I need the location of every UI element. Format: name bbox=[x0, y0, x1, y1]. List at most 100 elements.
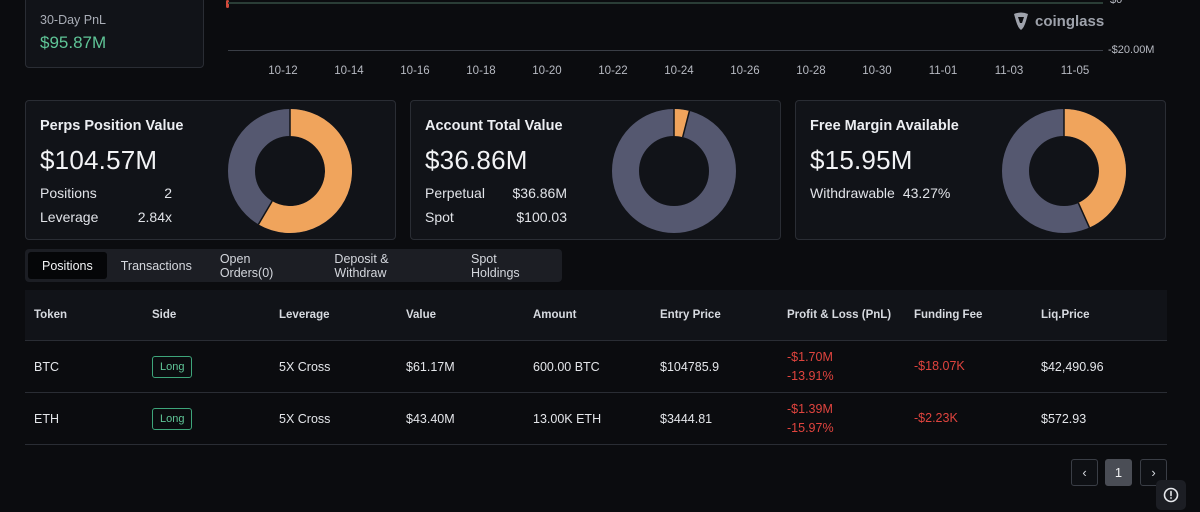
row-amount: 600.00 BTC bbox=[533, 359, 600, 374]
header-amount: Amount bbox=[533, 309, 577, 321]
donut-slice-primary bbox=[258, 109, 352, 233]
support-button[interactable] bbox=[1156, 480, 1186, 510]
table-row[interactable]: BTC Long 5X Cross $61.17M 600.00 BTC $10… bbox=[25, 341, 1167, 393]
row-side-cell: Long bbox=[152, 407, 279, 430]
account-perpetual-label: Perpetual bbox=[425, 185, 485, 201]
free-margin-card: Free Margin Available $15.95M Withdrawab… bbox=[795, 100, 1166, 240]
chart-marker bbox=[226, 0, 229, 8]
positions-table: Token Side Leverage Value Amount Entry P… bbox=[25, 290, 1167, 445]
chart-x-tick: 10-26 bbox=[730, 65, 760, 77]
margin-withdrawable-label: Withdrawable bbox=[810, 185, 895, 201]
chevron-right-icon: › bbox=[1151, 465, 1156, 480]
chart-x-tick: 10-12 bbox=[268, 65, 298, 77]
pagination-page-1[interactable]: 1 bbox=[1105, 459, 1132, 486]
header-pnl: Profit & Loss (PnL) bbox=[787, 309, 892, 321]
chart-x-tick: 10-28 bbox=[796, 65, 826, 77]
row-pnl-cell: -$1.39M -15.97% bbox=[787, 400, 914, 438]
row-entry-price: $104785.9 bbox=[660, 359, 720, 374]
row-funding-fee: -$2.23K bbox=[914, 411, 958, 425]
tab-transactions[interactable]: Transactions bbox=[120, 258, 192, 273]
chart-x-tick: 10-22 bbox=[598, 65, 628, 77]
margin-title: Free Margin Available bbox=[810, 118, 959, 134]
chart-zero-line bbox=[228, 2, 1103, 4]
chart-x-tick: 10-20 bbox=[532, 65, 562, 77]
perps-value: $104.57M bbox=[40, 145, 158, 175]
perps-position-card: Perps Position Value $104.57M Positions … bbox=[25, 100, 396, 240]
margin-donut-chart bbox=[1002, 109, 1126, 233]
perps-title: Perps Position Value bbox=[40, 118, 184, 134]
side-badge: Long bbox=[152, 407, 193, 430]
coinglass-watermark: coinglass bbox=[1011, 11, 1104, 31]
header-funding-fee: Funding Fee bbox=[914, 309, 983, 321]
header-liq-price: Liq.Price bbox=[1041, 309, 1090, 321]
chart-x-tick: 10-30 bbox=[862, 65, 892, 77]
row-liq-price: $572.93 bbox=[1041, 411, 1087, 426]
alert-clock-icon bbox=[1163, 487, 1179, 503]
donut-slice-primary bbox=[1064, 109, 1126, 228]
chart-x-tick: 10-18 bbox=[466, 65, 496, 77]
tab-spot-holdings[interactable]: Spot Holdings bbox=[471, 251, 520, 280]
row-amount: 13.00K ETH bbox=[533, 411, 602, 426]
coinglass-logo-icon bbox=[1014, 12, 1028, 30]
row-pnl-pct: -13.91% bbox=[787, 368, 834, 383]
perps-leverage-row: Leverage 2.84x bbox=[40, 209, 172, 225]
tab-positions[interactable]: Positions bbox=[28, 252, 107, 279]
chevron-left-icon: ‹ bbox=[1082, 465, 1087, 480]
header-leverage: Leverage bbox=[279, 309, 330, 321]
margin-value: $15.95M bbox=[810, 145, 913, 175]
account-title: Account Total Value bbox=[425, 118, 563, 134]
row-pnl-pct: -15.97% bbox=[787, 420, 834, 435]
account-total-card: Account Total Value $36.86M Perpetual $3… bbox=[410, 100, 781, 240]
header-entry-price: Entry Price bbox=[660, 309, 721, 321]
account-perpetual-row: Perpetual $36.86M bbox=[425, 185, 567, 201]
row-liq-price: $42,490.96 bbox=[1041, 359, 1104, 374]
perps-positions-label: Positions bbox=[40, 185, 97, 201]
row-entry-price: $3444.81 bbox=[660, 411, 713, 426]
margin-withdrawable-row: Withdrawable 43.27% bbox=[810, 185, 1010, 201]
tab-open-orders[interactable]: Open Orders(0) bbox=[219, 251, 274, 280]
account-perpetual-value: $36.86M bbox=[512, 185, 567, 201]
row-pnl: -$1.39M bbox=[787, 401, 833, 416]
perps-leverage-label: Leverage bbox=[40, 209, 99, 225]
header-side: Side bbox=[152, 309, 177, 321]
account-spot-value: $100.03 bbox=[516, 209, 567, 225]
chart-x-tick: 11-05 bbox=[1060, 65, 1090, 77]
chart-x-axis bbox=[228, 50, 1103, 51]
row-funding-fee: -$18.07K bbox=[914, 359, 965, 373]
positions-tab-bar: Positions Transactions Open Orders(0) De… bbox=[25, 249, 562, 282]
coinglass-wordmark: coinglass bbox=[1035, 12, 1105, 30]
chart-x-tick: 10-16 bbox=[400, 65, 430, 77]
donut-slice-other bbox=[612, 109, 736, 233]
account-donut-chart bbox=[612, 109, 736, 233]
row-leverage: 5X Cross bbox=[279, 359, 331, 374]
donut-slice-primary bbox=[674, 109, 690, 138]
table-header: Token Side Leverage Value Amount Entry P… bbox=[25, 290, 1167, 341]
donut-separator bbox=[257, 200, 273, 225]
header-value: Value bbox=[406, 309, 437, 321]
row-pnl-cell: -$1.70M -13.91% bbox=[787, 348, 914, 386]
chart-x-tick: 10-14 bbox=[334, 65, 364, 77]
perps-donut-chart bbox=[228, 109, 352, 233]
table-row[interactable]: ETH Long 5X Cross $43.40M 13.00K ETH $34… bbox=[25, 393, 1167, 445]
pnl-chart: $0 -$20.00M 10-12 10-14 10-16 10-18 10-20 10-… bbox=[225, 0, 1200, 90]
header-token: Token bbox=[34, 309, 68, 321]
account-spot-row: Spot $100.03 bbox=[425, 209, 567, 225]
chart-x-tick: 10-24 bbox=[664, 65, 694, 77]
perps-positions-value: 2 bbox=[164, 185, 172, 201]
row-token: ETH bbox=[34, 411, 59, 426]
pnl-label: 30-Day PnL bbox=[40, 13, 107, 27]
pnl-value: $95.87M bbox=[40, 33, 107, 52]
margin-withdrawable-value: 43.27% bbox=[902, 185, 951, 201]
chart-y-label-top: $0 bbox=[1110, 0, 1123, 6]
perps-positions-row: Positions 2 bbox=[40, 185, 172, 201]
tab-deposit-withdraw[interactable]: Deposit & Withdraw bbox=[334, 251, 389, 280]
row-value: $43.40M bbox=[406, 411, 455, 426]
pagination-prev-button[interactable]: ‹ bbox=[1071, 459, 1098, 486]
row-pnl: -$1.70M bbox=[787, 349, 833, 364]
account-spot-label: Spot bbox=[425, 209, 454, 225]
chart-x-tick: 11-01 bbox=[928, 65, 958, 77]
donut-separator bbox=[681, 110, 691, 138]
perps-leverage-value: 2.84x bbox=[137, 209, 172, 225]
chart-y-label-bottom: -$20.00M bbox=[1108, 44, 1155, 56]
account-value: $36.86M bbox=[425, 145, 528, 175]
